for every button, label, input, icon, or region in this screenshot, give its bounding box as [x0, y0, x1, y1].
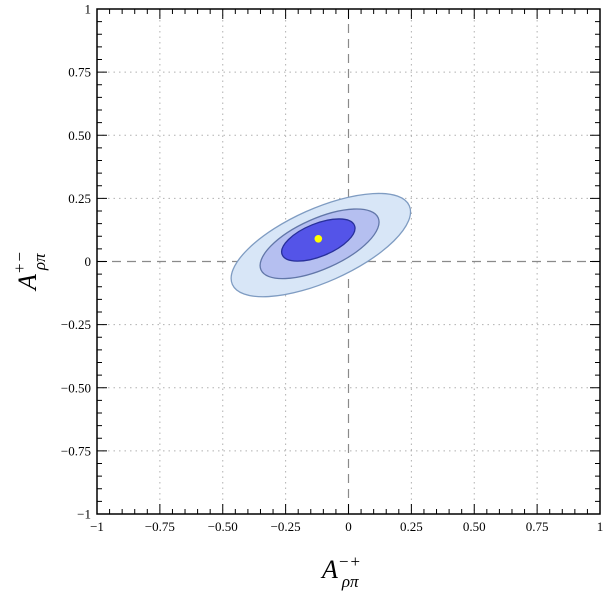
x-tick-label-4: 0 — [345, 519, 352, 534]
y-tick-label-7: 0.75 — [68, 65, 91, 80]
y-tick-label-8: 1 — [85, 2, 92, 17]
zero-lines — [97, 9, 600, 514]
x-axis-title-subscript: ρπ — [341, 572, 359, 591]
x-tick-label-6: 0.50 — [463, 519, 486, 534]
best-fit-points — [314, 234, 323, 243]
y-axis-title-subscript: ρπ — [30, 253, 49, 271]
x-axis-title: A−+ ρπ — [320, 552, 361, 591]
y-tick-label-2: −0.50 — [61, 380, 91, 395]
y-tick-label-5: 0.25 — [68, 191, 91, 206]
x-tick-label-1: −0.75 — [145, 519, 175, 534]
x-tick-label-8: 1 — [597, 519, 603, 534]
y-tick-label-6: 0.50 — [68, 128, 91, 143]
x-tick-label-2: −0.50 — [208, 519, 238, 534]
x-axis-title-superscript: −+ — [338, 552, 361, 571]
x-tick-label-0: −1 — [90, 519, 104, 534]
y-tick-label-1: −0.75 — [61, 443, 91, 458]
x-tick-label-7: 0.75 — [526, 519, 549, 534]
x-tick-label-3: −0.25 — [271, 519, 301, 534]
best-fit-point — [314, 234, 323, 243]
y-tick-label-3: −0.25 — [61, 317, 91, 332]
x-axis-title-base: A — [320, 555, 338, 584]
y-tick-label-4: 0 — [85, 254, 92, 269]
confidence-contours — [230, 192, 412, 298]
y-axis-title-base: A — [13, 274, 42, 292]
tick-labels: −1 −0.75 −0.50 −0.25 0 0.25 0.50 0.75 1 −1 −0.75 −0… — [61, 2, 603, 535]
y-axis-title: A+−ρπ — [10, 251, 49, 292]
axis-ticks — [96, 8, 601, 515]
y-tick-label-0: −1 — [77, 507, 91, 522]
x-tick-label-5: 0.25 — [400, 519, 423, 534]
grid-lines — [97, 9, 600, 514]
y-axis-title-superscript: +− — [10, 251, 29, 274]
